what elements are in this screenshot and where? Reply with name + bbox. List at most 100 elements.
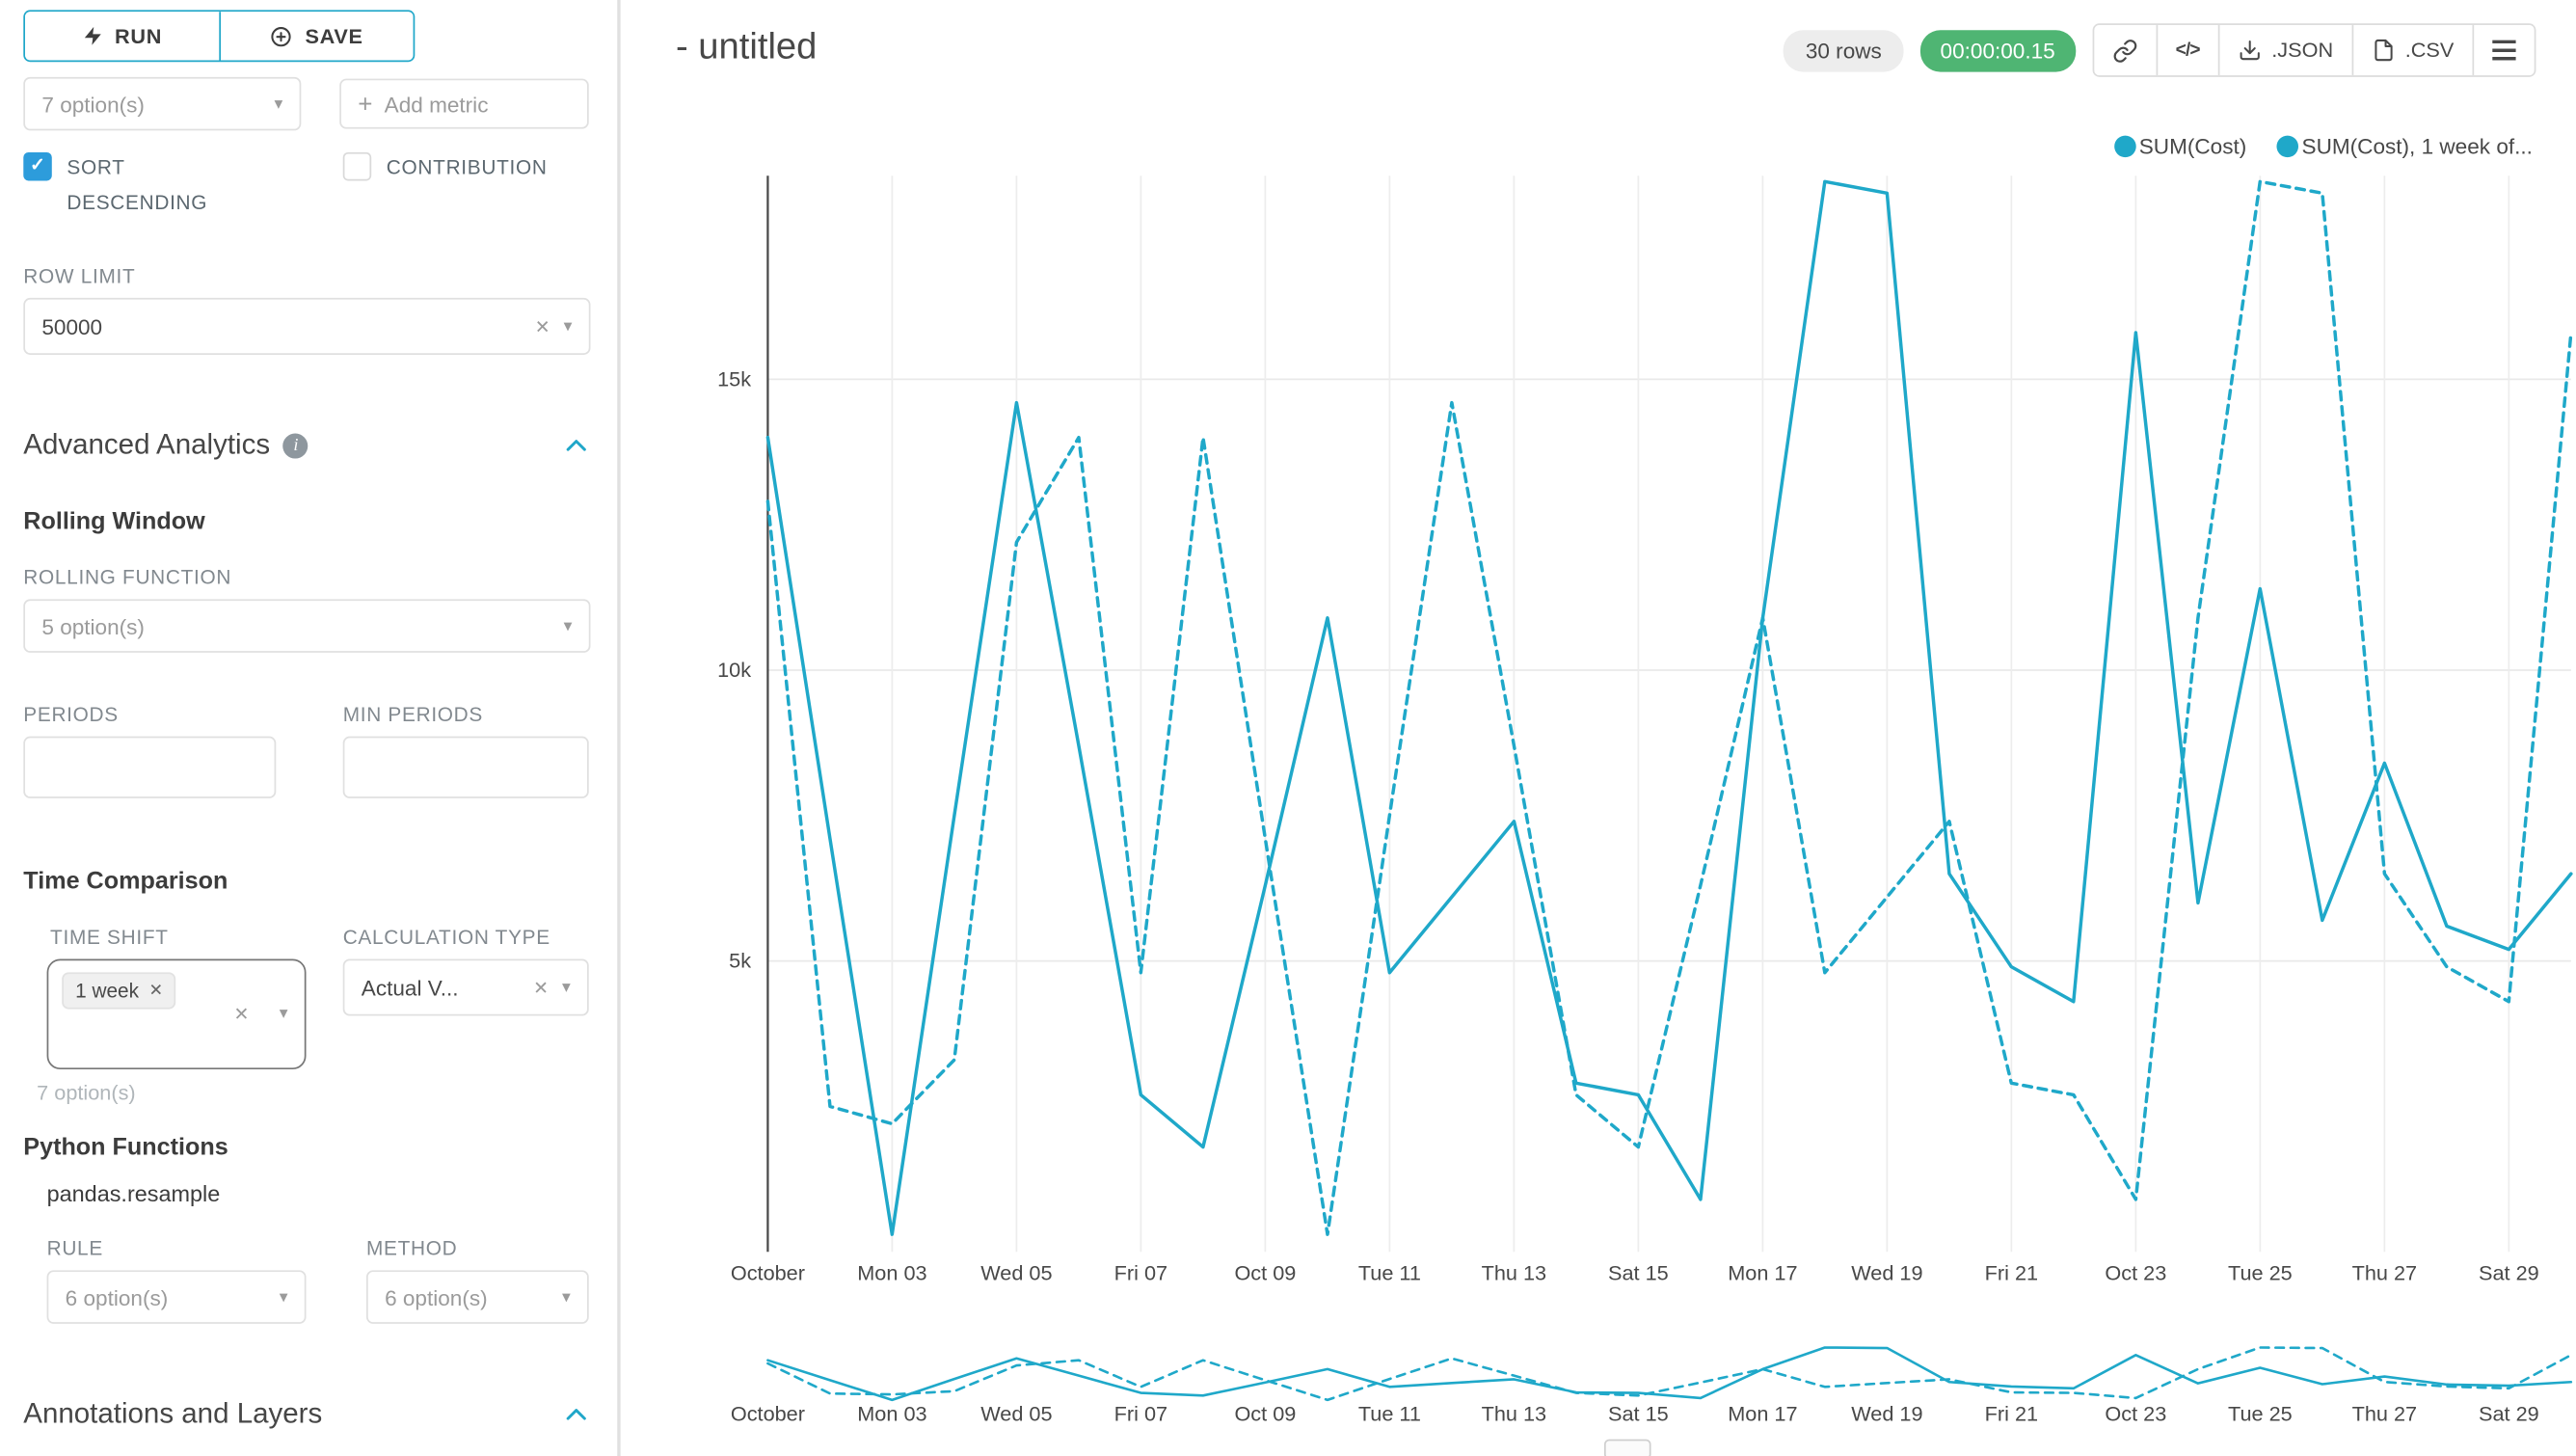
periods-input[interactable] <box>23 736 277 798</box>
info-icon: i <box>282 432 309 458</box>
row-limit-select[interactable]: 50000 ✕ ▾ <box>23 297 591 355</box>
line-chart-canvas[interactable]: 5k 10k 15k October Mon 03 Wed 05 Fri 07 Oct 09 T… <box>621 100 2576 1456</box>
caret-down-icon[interactable]: ▾ <box>563 316 573 336</box>
time-shift-tag[interactable]: 1 week ✕ <box>62 972 176 1010</box>
legend-item-sum-cost[interactable]: SUM(Cost) <box>2113 134 2246 159</box>
export-json-label: .JSON <box>2271 38 2334 63</box>
rolling-function-select[interactable]: 5 option(s) ▾ <box>23 599 591 653</box>
checkbox-unchecked-icon[interactable] <box>342 151 372 181</box>
calculation-type-value: Actual V... <box>361 974 459 1001</box>
legend-label: SUM(Cost), 1 week of... <box>2301 133 2533 159</box>
svg-text:Tue 25: Tue 25 <box>2228 1402 2293 1426</box>
rule-value: 6 option(s) <box>65 1284 169 1310</box>
run-save-button-group: RUN SAVE <box>23 10 416 63</box>
min-periods-label: MIN PERIODS <box>342 702 484 727</box>
run-button[interactable]: RUN <box>25 12 219 61</box>
add-metric-label: Add metric <box>384 91 489 117</box>
time-shift-select[interactable]: 1 week ✕ ✕ ▾ <box>46 958 307 1070</box>
contribution-checkbox[interactable]: CONTRIBUTION <box>342 150 548 221</box>
calculation-type-label: CALCULATION TYPE <box>342 925 550 950</box>
export-button-group: </> .JSON .CSV <box>2091 23 2536 77</box>
rule-method-selects-row: 6 option(s) ▾ 6 option(s) ▾ <box>46 1270 591 1324</box>
svg-text:15k: 15k <box>717 366 751 391</box>
menu-button[interactable] <box>2472 25 2535 76</box>
chart-title[interactable]: - untitled <box>675 25 818 67</box>
info-glyph: i <box>293 436 299 455</box>
svg-text:Thu 27: Thu 27 <box>2352 1261 2418 1285</box>
annotations-layers-title: Annotations and Layers <box>23 1397 323 1430</box>
rolling-function-value: 5 option(s) <box>41 613 145 639</box>
save-button[interactable]: SAVE <box>218 12 414 61</box>
chart-legend: SUM(Cost) SUM(Cost), 1 week of... <box>2113 133 2533 159</box>
annotations-layers-header[interactable]: Annotations and Layers <box>23 1397 590 1431</box>
clear-icon[interactable]: ✕ <box>233 1005 250 1026</box>
periods-label: PERIODS <box>23 702 119 727</box>
checkbox-row: ✓ SORT DESCENDING CONTRIBUTION <box>23 150 590 221</box>
series-dot-icon <box>2113 135 2136 158</box>
brush-handle[interactable] <box>1603 1439 1651 1456</box>
embed-code-button[interactable]: </> <box>2155 25 2218 76</box>
download-icon <box>2240 40 2260 61</box>
time-comparison-title: Time Comparison <box>23 868 228 896</box>
run-label: RUN <box>115 24 163 48</box>
svg-text:Sat 15: Sat 15 <box>1608 1402 1669 1426</box>
chevron-up-icon[interactable] <box>562 1400 590 1429</box>
svg-text:5k: 5k <box>729 949 751 973</box>
save-label: SAVE <box>305 24 363 48</box>
caret-down-icon[interactable]: ▾ <box>561 1287 571 1307</box>
chart-panel: - untitled 30 rows 00:00:00.15 </> .JSON… <box>620 0 2576 1456</box>
clear-icon[interactable]: ✕ <box>533 978 550 999</box>
caret-down-icon[interactable]: ▾ <box>563 616 573 635</box>
caret-down-icon[interactable]: ▾ <box>279 1287 288 1307</box>
svg-text:Mon 17: Mon 17 <box>1728 1261 1797 1285</box>
min-periods-input[interactable] <box>342 736 589 798</box>
svg-text:Sat 15: Sat 15 <box>1608 1261 1669 1285</box>
caret-down-icon[interactable]: ▾ <box>561 978 571 997</box>
svg-text:Sat 29: Sat 29 <box>2479 1261 2539 1285</box>
svg-text:Wed 05: Wed 05 <box>980 1261 1052 1285</box>
svg-text:Fri 07: Fri 07 <box>1114 1402 1167 1426</box>
row-limit-label: ROW LIMIT <box>23 264 136 288</box>
svg-text:Sat 29: Sat 29 <box>2479 1402 2539 1426</box>
copy-link-button[interactable] <box>2093 25 2156 76</box>
svg-text:10k: 10k <box>717 658 751 682</box>
svg-text:Wed 05: Wed 05 <box>980 1402 1052 1426</box>
header-controls: 30 rows 00:00:00.15 </> .JSON .CSV <box>1784 23 2536 77</box>
advanced-analytics-header[interactable]: Advanced Analytics i <box>23 428 590 462</box>
svg-text:Fri 21: Fri 21 <box>1985 1261 2038 1285</box>
svg-text:Mon 03: Mon 03 <box>857 1261 926 1285</box>
metric-select[interactable]: 7 option(s) ▾ <box>23 76 302 131</box>
add-metric-button[interactable]: + Add metric <box>339 78 589 129</box>
checkbox-checked-icon[interactable]: ✓ <box>23 151 52 181</box>
svg-text:Tue 11: Tue 11 <box>1358 1402 1421 1426</box>
svg-text:Mon 17: Mon 17 <box>1728 1402 1797 1426</box>
plus-circle-icon <box>272 26 292 46</box>
method-select[interactable]: 6 option(s) ▾ <box>365 1270 589 1324</box>
clear-icon[interactable]: ✕ <box>534 316 550 337</box>
caret-down-icon[interactable]: ▾ <box>279 1005 288 1024</box>
metrics-row: 7 option(s) ▾ + Add metric <box>23 76 590 131</box>
time-shift-label: TIME SHIFT <box>50 925 169 950</box>
export-csv-button[interactable]: .CSV <box>2351 25 2473 76</box>
time-shift-labels-row: TIME SHIFT CALCULATION TYPE <box>23 926 590 949</box>
row-count-badge: 30 rows <box>1784 29 1904 71</box>
chevron-up-icon[interactable] <box>562 431 590 460</box>
remove-tag-icon[interactable]: ✕ <box>148 981 164 1001</box>
rule-select[interactable]: 6 option(s) ▾ <box>46 1270 307 1324</box>
caret-down-icon[interactable]: ▾ <box>274 94 283 114</box>
export-csv-label: .CSV <box>2404 38 2455 63</box>
contribution-label: CONTRIBUTION <box>386 155 548 179</box>
periods-labels-row: PERIODS MIN PERIODS <box>23 703 590 726</box>
time-shift-column: 1 week ✕ ✕ ▾ 7 option(s) <box>23 958 331 1104</box>
legend-item-sum-cost-offset[interactable]: SUM(Cost), 1 week of... <box>2276 133 2533 159</box>
hamburger-icon <box>2492 40 2516 61</box>
svg-text:Wed 19: Wed 19 <box>1851 1402 1922 1426</box>
metric-select-value: 7 option(s) <box>41 91 145 117</box>
export-json-button[interactable]: .JSON <box>2217 25 2352 76</box>
file-icon <box>2375 39 2393 62</box>
calculation-type-select[interactable]: Actual V... ✕ ▾ <box>342 958 589 1016</box>
svg-text:October: October <box>731 1402 805 1426</box>
sort-descending-checkbox[interactable]: ✓ SORT DESCENDING <box>23 150 342 221</box>
code-icon: </> <box>2175 40 2201 61</box>
svg-text:Tue 11: Tue 11 <box>1358 1261 1421 1285</box>
